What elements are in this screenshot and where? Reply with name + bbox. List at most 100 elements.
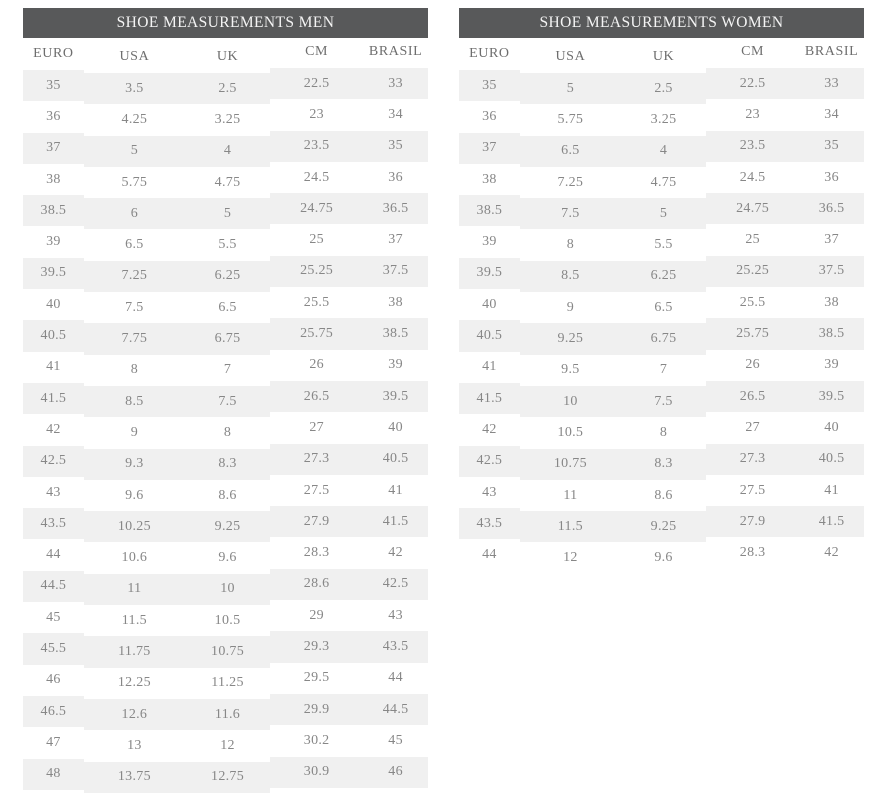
table-cell: 11.5 <box>121 612 147 628</box>
table-cell: 12.6 <box>121 706 148 722</box>
table-cell: 8.6 <box>654 487 673 503</box>
table-row: 43.5 11.5 9.25 27.9 41.5 <box>459 508 864 540</box>
table-row: 43 9.6 8.6 27.5 41 <box>23 477 428 508</box>
table-cell: 27 <box>745 419 760 435</box>
table-cell: 27.9 <box>303 513 330 529</box>
table-row: 39 8 5.5 25 37 <box>459 226 864 257</box>
women-table-body: 35 5 2.5 22.5 33 36 5.75 3.25 23 34 37 6.5 4 23.5 35 38… <box>459 70 864 571</box>
column-header-euro: EURO <box>33 46 74 61</box>
table-cell: 6.25 <box>214 268 241 284</box>
table-cell: 29.5 <box>303 670 330 686</box>
table-cell: 42 <box>824 545 839 561</box>
table-row: 44 10.6 9.6 28.3 42 <box>23 539 428 570</box>
table-cell: 25.25 <box>300 263 334 279</box>
table-row: 40.5 7.75 6.75 25.75 38.5 <box>23 320 428 352</box>
table-cell: 8.3 <box>218 456 237 472</box>
table-cell: 7 <box>223 362 232 378</box>
table-cell: 13.75 <box>117 769 151 785</box>
table-cell: 9.25 <box>557 331 584 347</box>
table-cell: 40.5 <box>40 328 67 344</box>
table-cell: 37 <box>46 140 61 156</box>
table-cell: 40.5 <box>382 451 409 467</box>
men-table-title: SHOE MEASUREMENTS MEN <box>23 8 428 38</box>
table-cell: 3.25 <box>214 111 241 127</box>
table-row: 38 7.25 4.75 24.5 36 <box>459 164 864 195</box>
table-cell: 45 <box>388 732 403 748</box>
table-cell: 8.6 <box>218 487 237 503</box>
table-cell: 37 <box>388 232 403 248</box>
table-cell: 27 <box>309 419 324 435</box>
column-header-brasil: BRASIL <box>804 44 859 59</box>
table-cell: 36.5 <box>818 200 845 216</box>
table-row: 46.5 12.6 11.6 29.9 44.5 <box>23 695 428 728</box>
table-row: 37 6.5 4 23.5 35 <box>459 132 864 164</box>
table-cell: 13 <box>127 737 142 753</box>
table-cell: 7 <box>659 362 668 378</box>
table-cell: 37.5 <box>382 263 409 279</box>
table-cell: 42.5 <box>382 576 409 592</box>
table-cell: 44.5 <box>40 578 67 594</box>
table-cell: 47 <box>46 734 61 750</box>
table-cell: 40.5 <box>818 451 845 467</box>
table-cell: 35 <box>388 138 403 154</box>
table-cell: 42 <box>482 421 497 437</box>
table-cell: 46 <box>46 672 61 688</box>
table-row: 35 5 2.5 22.5 33 <box>459 70 864 102</box>
table-cell: 4.25 <box>121 111 148 127</box>
table-cell: 37.5 <box>818 263 845 279</box>
table-cell: 6.75 <box>214 331 241 347</box>
table-cell: 26.5 <box>739 388 766 404</box>
table-cell: 11.25 <box>211 675 244 691</box>
table-row: 38.5 6 5 24.75 36.5 <box>23 195 428 227</box>
table-cell: 8 <box>130 362 139 378</box>
table-cell: 7.5 <box>654 393 673 409</box>
table-cell: 10.25 <box>117 518 151 534</box>
men-column-header-row: EURO USA UK CM BRASIL <box>23 38 428 70</box>
table-row: 41.5 8.5 7.5 26.5 39.5 <box>23 382 428 415</box>
table-cell: 41 <box>824 482 839 498</box>
table-cell: 6 <box>130 205 139 221</box>
table-cell: 25.5 <box>739 294 766 310</box>
table-cell: 25 <box>309 232 324 248</box>
table-cell: 38 <box>824 294 839 310</box>
table-cell: 9.25 <box>214 518 241 534</box>
table-cell: 42.5 <box>476 453 503 469</box>
table-row: 45.5 11.75 10.75 29.3 43.5 <box>23 633 428 665</box>
table-cell: 25.75 <box>300 326 334 342</box>
table-row: 36 5.75 3.25 23 34 <box>459 101 864 132</box>
table-cell: 41.5 <box>382 513 409 529</box>
table-cell: 10 <box>563 393 578 409</box>
table-cell: 9.25 <box>650 518 677 534</box>
table-cell: 5.75 <box>121 174 148 190</box>
table-row: 44.5 11 10 28.6 42.5 <box>23 570 428 603</box>
women-measurements-table: EURO USA UK CM BRASIL 35 5 2.5 22.5 33 36 5.75 3.25… <box>459 38 864 571</box>
table-cell: 10.6 <box>121 550 148 566</box>
table-row: 38.5 7.5 5 24.75 36.5 <box>459 195 864 227</box>
table-cell: 24.5 <box>739 169 766 185</box>
table-cell: 10.5 <box>557 424 584 440</box>
table-cell: 9 <box>566 299 575 315</box>
table-cell: 43.5 <box>382 638 409 654</box>
table-cell: 37 <box>824 232 839 248</box>
table-row: 40 9 6.5 25.5 38 <box>459 289 864 320</box>
table-cell: 36.5 <box>382 200 409 216</box>
table-cell: 28.3 <box>303 545 330 561</box>
table-cell: 25 <box>745 232 760 248</box>
table-cell: 9.3 <box>125 456 144 472</box>
table-cell: 35 <box>824 138 839 154</box>
table-cell: 11.6 <box>214 706 241 722</box>
table-cell: 6.75 <box>650 331 677 347</box>
table-cell: 27.5 <box>303 482 330 498</box>
table-cell: 42.5 <box>40 453 67 469</box>
table-row: 39.5 8.5 6.25 25.25 37.5 <box>459 257 864 290</box>
table-cell: 43 <box>388 607 403 623</box>
table-cell: 26 <box>745 357 760 373</box>
table-cell: 35 <box>482 77 497 93</box>
table-cell: 39.5 <box>382 388 409 404</box>
table-cell: 11 <box>563 487 578 503</box>
table-cell: 34 <box>388 106 403 122</box>
table-row: 43 11 8.6 27.5 41 <box>459 477 864 508</box>
table-cell: 33 <box>824 75 839 91</box>
table-cell: 8 <box>659 424 668 440</box>
